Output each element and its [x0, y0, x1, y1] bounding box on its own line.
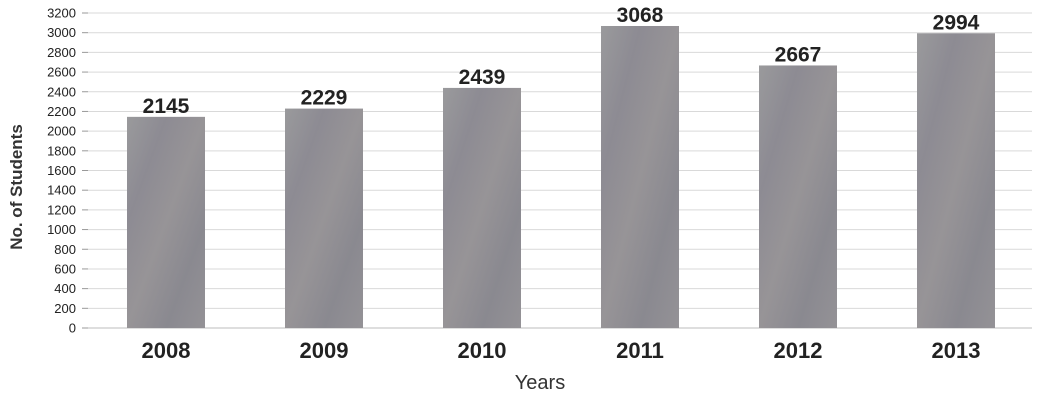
data-label-2010: 2439: [459, 66, 506, 89]
y-tick-label: 2200: [47, 104, 76, 119]
bar-2011: [601, 25, 679, 329]
y-tick-label: 600: [54, 261, 76, 276]
data-label-2011: 3068: [617, 4, 664, 27]
y-tick-label: 200: [54, 301, 76, 316]
x-tick-label-2010: 2010: [458, 338, 507, 363]
y-tick-label: 1800: [47, 143, 76, 158]
x-tick-label-2008: 2008: [142, 338, 191, 363]
bars: [127, 25, 995, 329]
y-tick-label: 2000: [47, 124, 76, 139]
bar-2012: [759, 65, 837, 328]
y-tick-label: 1200: [47, 202, 76, 217]
y-tick-label: 0: [69, 321, 76, 336]
y-tick-label: 2400: [47, 84, 76, 99]
bar-2009: [285, 108, 363, 328]
data-labels: 2145 2229 2439 3068 2667 2994: [143, 4, 980, 118]
data-label-2012: 2667: [775, 43, 822, 66]
y-tick-label: 400: [54, 281, 76, 296]
y-tick-label: 3200: [47, 6, 76, 21]
y-tick-label: 800: [54, 242, 76, 257]
data-label-2008: 2145: [143, 95, 190, 118]
bar-2008: [127, 116, 205, 328]
x-tick-label-2011: 2011: [616, 338, 664, 363]
y-tick-label: 1000: [47, 222, 76, 237]
x-tick-label-2013: 2013: [932, 338, 981, 363]
y-tick-label: 2600: [47, 65, 76, 80]
x-axis-ticks: 2008 2009 2010 2011 2012 2013: [142, 338, 981, 363]
bar-2013: [917, 33, 995, 328]
data-label-2009: 2229: [301, 87, 348, 110]
y-tick-label: 3000: [47, 25, 76, 40]
y-axis-ticks: 0 200 400 600 800 1000 1200 1400 1600 1800 2000 220…: [47, 6, 88, 336]
grid-lines: [88, 12, 1032, 329]
x-tick-label-2009: 2009: [300, 338, 349, 363]
y-axis-title: No. of Students: [7, 124, 26, 250]
y-tick-label: 1600: [47, 163, 76, 178]
y-tick-label: 2800: [47, 45, 76, 60]
x-axis-title: Years: [515, 372, 565, 394]
data-label-2013: 2994: [933, 11, 980, 34]
x-tick-label-2012: 2012: [774, 338, 823, 363]
y-tick-label: 1400: [47, 183, 76, 198]
bar-2010: [443, 87, 521, 328]
